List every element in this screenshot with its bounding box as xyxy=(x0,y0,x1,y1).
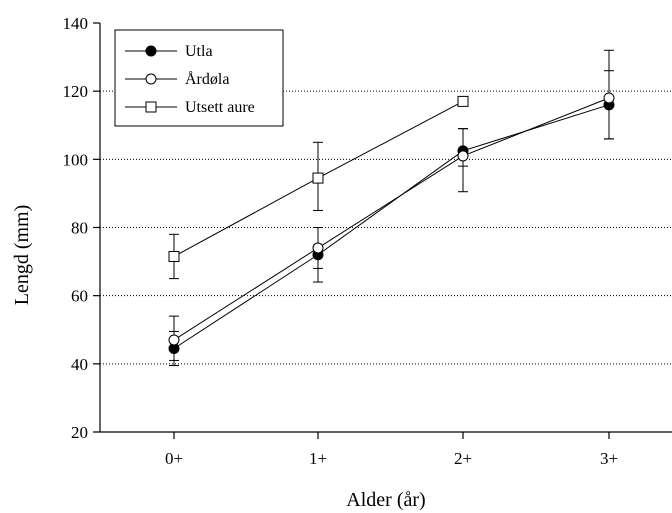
data-point xyxy=(312,172,324,184)
legend-label: Utla xyxy=(185,43,213,60)
data-point xyxy=(457,150,469,162)
legend-item: Utla xyxy=(125,43,213,60)
data-point xyxy=(312,242,324,254)
data-point xyxy=(603,92,615,104)
y-tick-label: 120 xyxy=(63,82,89,101)
y-tick-label: 60 xyxy=(71,287,88,306)
y-tick-label: 80 xyxy=(71,219,88,238)
y-tick-label: 100 xyxy=(63,150,89,169)
y-tick-label: 20 xyxy=(71,423,88,442)
data-point xyxy=(168,250,180,262)
data-point xyxy=(145,45,157,57)
data-point xyxy=(168,334,180,346)
series-Utsett aure xyxy=(168,95,469,280)
legend-box xyxy=(114,29,284,127)
gridlines xyxy=(100,90,672,365)
y-tick-label: 40 xyxy=(71,355,88,374)
y-axis-title: Lengd (mm) xyxy=(11,205,33,306)
data-point xyxy=(145,73,157,85)
x-tick-label: 0+ xyxy=(165,449,183,468)
legend-item: Årdøla xyxy=(125,70,229,88)
series-Årdøla xyxy=(168,49,615,361)
y-tick-label: 140 xyxy=(63,14,89,33)
x-tick-label: 3+ xyxy=(600,449,618,468)
data-point xyxy=(145,101,157,113)
series-line xyxy=(173,104,610,349)
legend-label: Utsett aure xyxy=(185,99,255,116)
series-group xyxy=(168,49,615,367)
legend-label: Årdøla xyxy=(185,70,229,88)
legend: Utla Årdøla Utsett aure xyxy=(114,29,284,127)
legend-item: Utsett aure xyxy=(125,99,255,116)
series-line xyxy=(173,97,610,341)
x-tick-label: 1+ xyxy=(309,449,327,468)
x-axis-title: Alder (år) xyxy=(346,489,425,511)
data-point xyxy=(457,95,469,107)
axes: 20 40 60 80 100 120 140 0+ 1+ 2+ 3+ xyxy=(63,14,672,468)
x-tick-label: 2+ xyxy=(454,449,472,468)
